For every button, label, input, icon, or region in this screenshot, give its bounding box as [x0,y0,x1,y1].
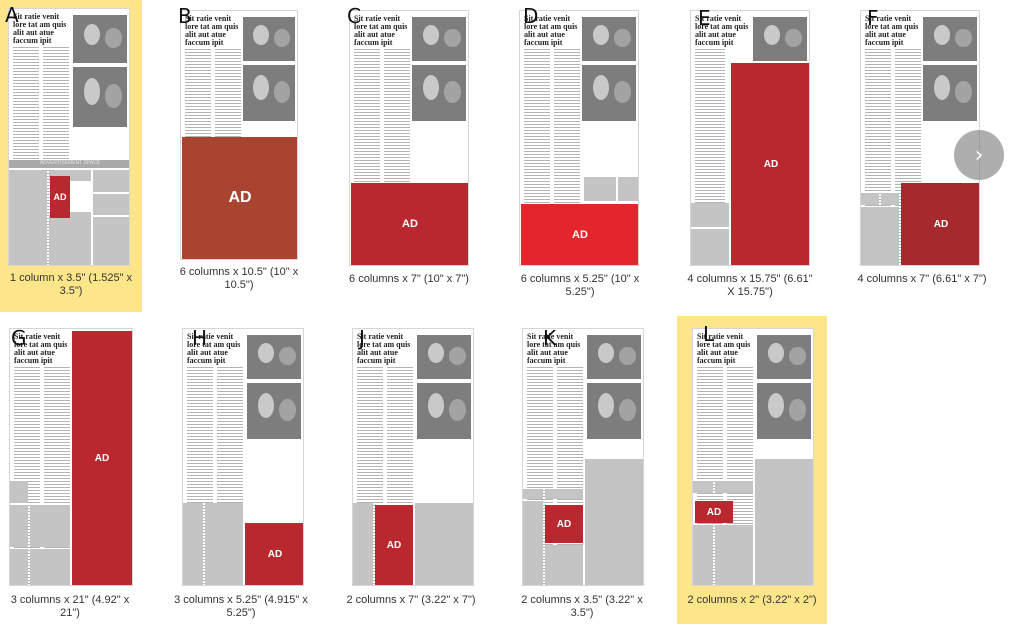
ad-block: AD [731,63,809,265]
photo [757,383,811,439]
ad-block: AD [375,505,413,585]
photo [582,65,636,121]
newspaper-page-preview: Sit ratie venit lore tat am quis alit au… [352,328,474,586]
ad-option-a[interactable]: Sit ratie venit lore tat am quis alit au… [0,0,142,312]
ad-option-l[interactable]: Sit ratie venit lore tat am quis alit au… [677,316,827,624]
headline: Sit ratie venit lore tat am quis alit au… [527,333,587,365]
ad-option-c[interactable]: Sit ratie venit lore tat am quis alit au… [342,0,476,300]
option-letter: C [347,4,361,28]
option-caption: 2 columns x 3.5" (3.22" x 3.5") [521,594,643,619]
ad-option-b[interactable]: Sit ratie venit lore tat am quis alit au… [172,0,306,300]
ad-block: AD [351,183,468,265]
ad-option-h[interactable]: Sit ratie venit lore tat am quis alit au… [172,320,310,620]
option-letter: F [867,6,879,30]
photo [923,17,977,61]
ad-block: AD [545,505,583,543]
option-caption: 2 columns x 7" (3.22" x 7") [346,594,476,606]
photo [243,17,295,61]
option-letter: B [178,4,192,28]
headline: Sit ratie venit lore tat am quis alit au… [187,333,247,365]
photo [587,383,641,439]
headline: Sit ratie venit lore tat am quis alit au… [354,15,414,47]
option-letter: L [703,322,715,346]
chevron-right-icon: › [974,142,984,168]
photo [417,383,471,439]
newspaper-page-preview: Sit ratie venit lore tat am quis alit au… [522,328,644,586]
headline: Sit ratie venit lore tat am quis alit au… [695,15,755,47]
option-caption: 6 columns x 5.25" (10" x 5.25") [520,273,640,298]
photo [757,335,811,379]
option-letter: A [5,3,19,27]
photo [412,17,466,61]
newspaper-page-preview: Sit ratie venit lore tat am quis alit au… [349,10,469,266]
photo [73,67,127,127]
headline: Sit ratie venit lore tat am quis alit au… [697,333,757,365]
photo [243,65,295,121]
newspaper-page-preview: Sit ratie venit lore tat am quis alit au… [690,10,810,266]
headline: Sit ratie venit lore tat am quis alit au… [524,15,584,47]
headline: Sit ratie venit lore tat am quis alit au… [185,15,245,47]
photo [753,17,807,61]
option-letter: J [359,326,365,350]
photo [412,65,466,121]
ad-block: AD [245,523,303,585]
next-arrow-button[interactable]: › [954,130,1004,180]
headline: Sit ratie venit lore tat am quis alit au… [14,333,74,365]
newspaper-page-preview: Sit ratie venit lore tat am quis alit au… [8,8,130,266]
option-letter: D [523,4,539,28]
option-letter: H [192,326,208,350]
option-caption: 4 columns x 15.75" (6.61" X 15.75") [687,273,813,298]
ad-block: AD [901,183,979,265]
option-caption: 4 columns x 7" (6.61" x 7") [857,273,987,285]
headline: Sit ratie venit lore tat am quis alit au… [13,13,73,45]
photo [417,335,471,379]
ad-option-d[interactable]: Sit ratie venit lore tat am quis alit au… [513,0,647,300]
ad-block: AD [695,501,733,523]
newspaper-page-preview: Sit ratie venit lore tat am quis alit au… [692,328,814,586]
photo [587,335,641,379]
ad-block: AD [182,137,297,259]
ad-block: AD [72,331,132,585]
photo [582,17,636,61]
ad-option-j[interactable]: Sit ratie venit lore tat am quis alit au… [342,320,480,620]
headline: Sit ratie venit lore tat am quis alit au… [357,333,417,365]
ad-option-g[interactable]: Sit ratie venit lore tat am quis alit au… [0,320,140,620]
ad-block: AD [521,204,638,265]
option-caption: 6 columns x 7" (10" x 7") [349,273,469,285]
photo [73,15,127,63]
ad-option-k[interactable]: Sit ratie venit lore tat am quis alit au… [513,320,651,620]
headline: Sit ratie venit lore tat am quis alit au… [865,15,925,47]
option-caption: 6 columns x 10.5" (10" x 10.5") [179,266,299,291]
ad-option-e[interactable]: Sit ratie venit lore tat am quis alit au… [683,0,817,300]
photo [923,65,977,121]
option-caption: 3 columns x 21" (4.92" x 21") [10,594,130,619]
ad-band: ADVERTISEMENT SPACE [9,160,129,168]
photo [247,335,301,379]
option-caption: 2 columns x 2" (3.22" x 2") [687,594,817,606]
newspaper-page-preview: Sit ratie venit lore tat am quis alit au… [182,328,304,586]
newspaper-page-preview: Sit ratie venit lore tat am quis alit au… [9,328,133,586]
option-letter: K [543,326,557,350]
option-letter: E [698,6,711,30]
option-caption: 3 columns x 5.25" (4.915" x 5.25") [174,594,308,619]
newspaper-page-preview: Sit ratie venit lore tat am quis alit au… [180,10,298,260]
ad-block: AD [50,176,70,218]
option-caption: 1 column x 3.5" (1.525" x 3.5") [9,272,133,297]
newspaper-page-preview: Sit ratie venit lore tat am quis alit au… [519,10,639,266]
photo [247,383,301,439]
option-letter: G [11,326,27,350]
